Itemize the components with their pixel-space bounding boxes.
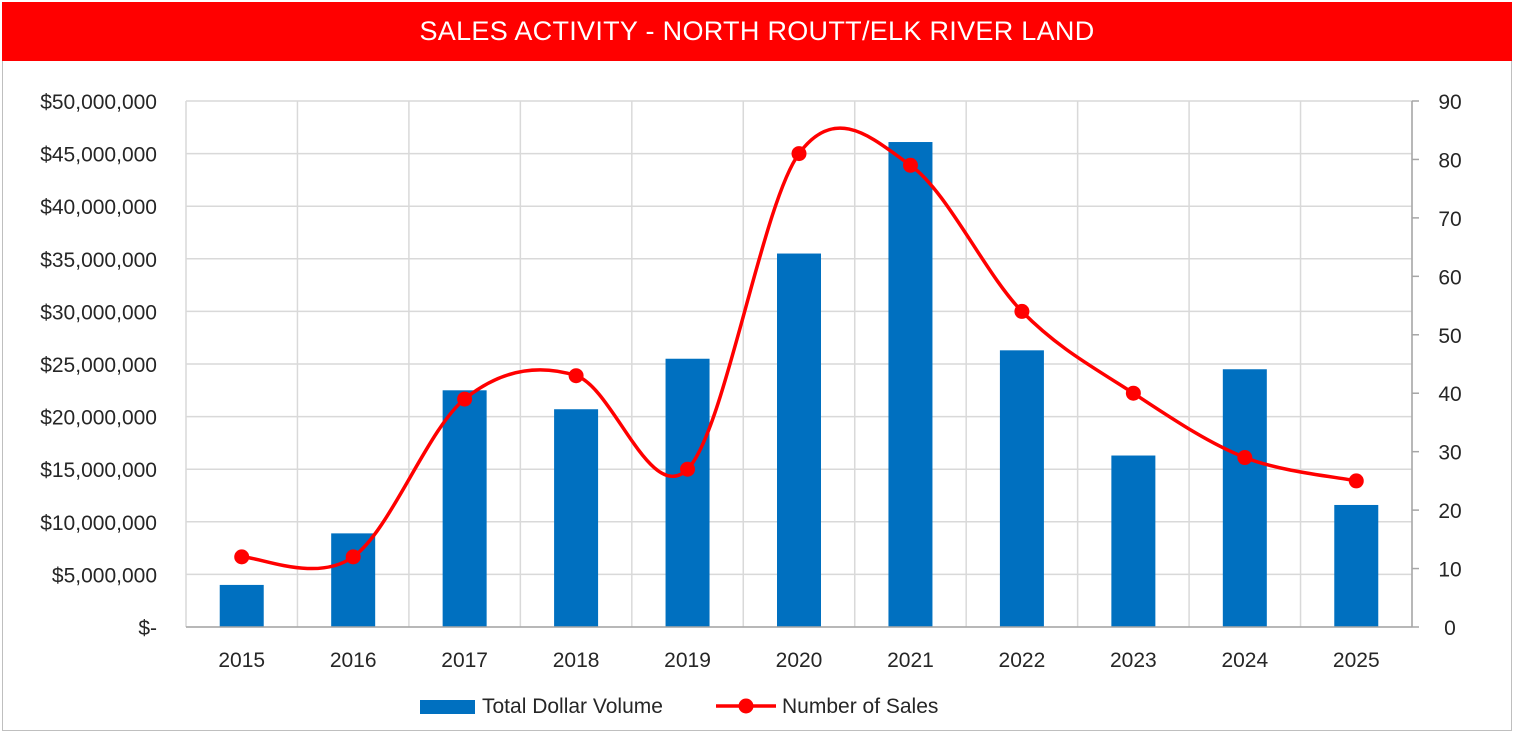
bar-2016 <box>331 533 376 627</box>
legend-label-number-of-sales: Number of Sales <box>782 695 938 718</box>
bar-2019 <box>665 358 710 627</box>
left-tick-label: $5,000,000 <box>52 564 157 587</box>
x-tick-label: 2024 <box>1221 649 1268 672</box>
left-tick-label: $45,000,000 <box>40 144 157 167</box>
bar-2020 <box>777 253 821 628</box>
sales-point-2024 <box>1237 450 1253 466</box>
x-tick-label: 2015 <box>218 649 265 672</box>
right-tick-label: 50 <box>1438 325 1461 348</box>
sales-point-2020 <box>791 146 807 162</box>
sales-point-2025 <box>1348 473 1364 489</box>
legend: Total Dollar Volume Number of Sales <box>420 695 938 718</box>
left-tick-label: $- <box>138 617 157 640</box>
sales-point-2019 <box>680 461 696 477</box>
sales-point-2016 <box>345 549 361 565</box>
right-tick-label: 20 <box>1438 500 1461 523</box>
axes <box>186 100 1419 628</box>
bar-2023 <box>1111 455 1156 627</box>
bar-2015 <box>219 584 264 627</box>
x-tick-label: 2017 <box>441 649 488 672</box>
right-tick-label: 0 <box>1444 617 1456 640</box>
chart-title-bar: SALES ACTIVITY - NORTH ROUTT/ELK RIVER L… <box>2 2 1512 61</box>
bar-series <box>219 142 1379 628</box>
sales-point-2015 <box>234 549 250 565</box>
right-tick-label: 10 <box>1438 559 1461 582</box>
left-tick-label: $15,000,000 <box>40 459 157 482</box>
chart-title: SALES ACTIVITY - NORTH ROUTT/ELK RIVER L… <box>419 16 1095 46</box>
left-tick-label: $25,000,000 <box>40 354 157 377</box>
bar-2025 <box>1334 504 1379 627</box>
bar-2018 <box>554 409 599 627</box>
sales-point-2022 <box>1014 303 1030 319</box>
legend-marker-number-of-sales <box>738 698 754 714</box>
bar-2017 <box>442 390 487 627</box>
left-tick-label: $20,000,000 <box>40 407 157 430</box>
x-tick-label: 2025 <box>1333 649 1380 672</box>
sales-point-2018 <box>568 368 584 384</box>
right-tick-label: 90 <box>1438 91 1461 114</box>
x-tick-label: 2022 <box>999 649 1046 672</box>
x-tick-label: 2020 <box>776 649 823 672</box>
x-tick-label: 2021 <box>887 649 934 672</box>
right-tick-label: 80 <box>1438 149 1461 172</box>
left-tick-label: $50,000,000 <box>40 91 157 114</box>
legend-swatch-total-dollar-volume <box>420 700 475 714</box>
bar-2024 <box>1222 369 1267 627</box>
legend-label-total-dollar-volume: Total Dollar Volume <box>482 695 663 718</box>
right-tick-label: 40 <box>1438 383 1461 406</box>
right-tick-label: 30 <box>1438 442 1461 465</box>
x-tick-label: 2016 <box>330 649 377 672</box>
bar-2022 <box>999 350 1044 627</box>
right-tick-label: 70 <box>1438 208 1461 231</box>
right-tick-label: 60 <box>1438 266 1461 289</box>
x-tick-label: 2018 <box>553 649 600 672</box>
left-tick-label: $30,000,000 <box>40 301 157 324</box>
bar-2021 <box>888 142 933 627</box>
left-tick-label: $10,000,000 <box>40 512 157 535</box>
left-tick-label: $35,000,000 <box>40 249 157 272</box>
x-tick-label: 2023 <box>1110 649 1157 672</box>
sales-point-2017 <box>457 391 473 407</box>
sales-point-2021 <box>902 157 918 173</box>
x-tick-label: 2019 <box>664 649 711 672</box>
left-tick-label: $40,000,000 <box>40 196 157 219</box>
tick-labels: $- $5,000,000 $10,000,000 $15,000,000 $20,00… <box>40 91 1461 672</box>
line-series <box>234 126 1364 571</box>
sales-point-2023 <box>1125 385 1141 401</box>
